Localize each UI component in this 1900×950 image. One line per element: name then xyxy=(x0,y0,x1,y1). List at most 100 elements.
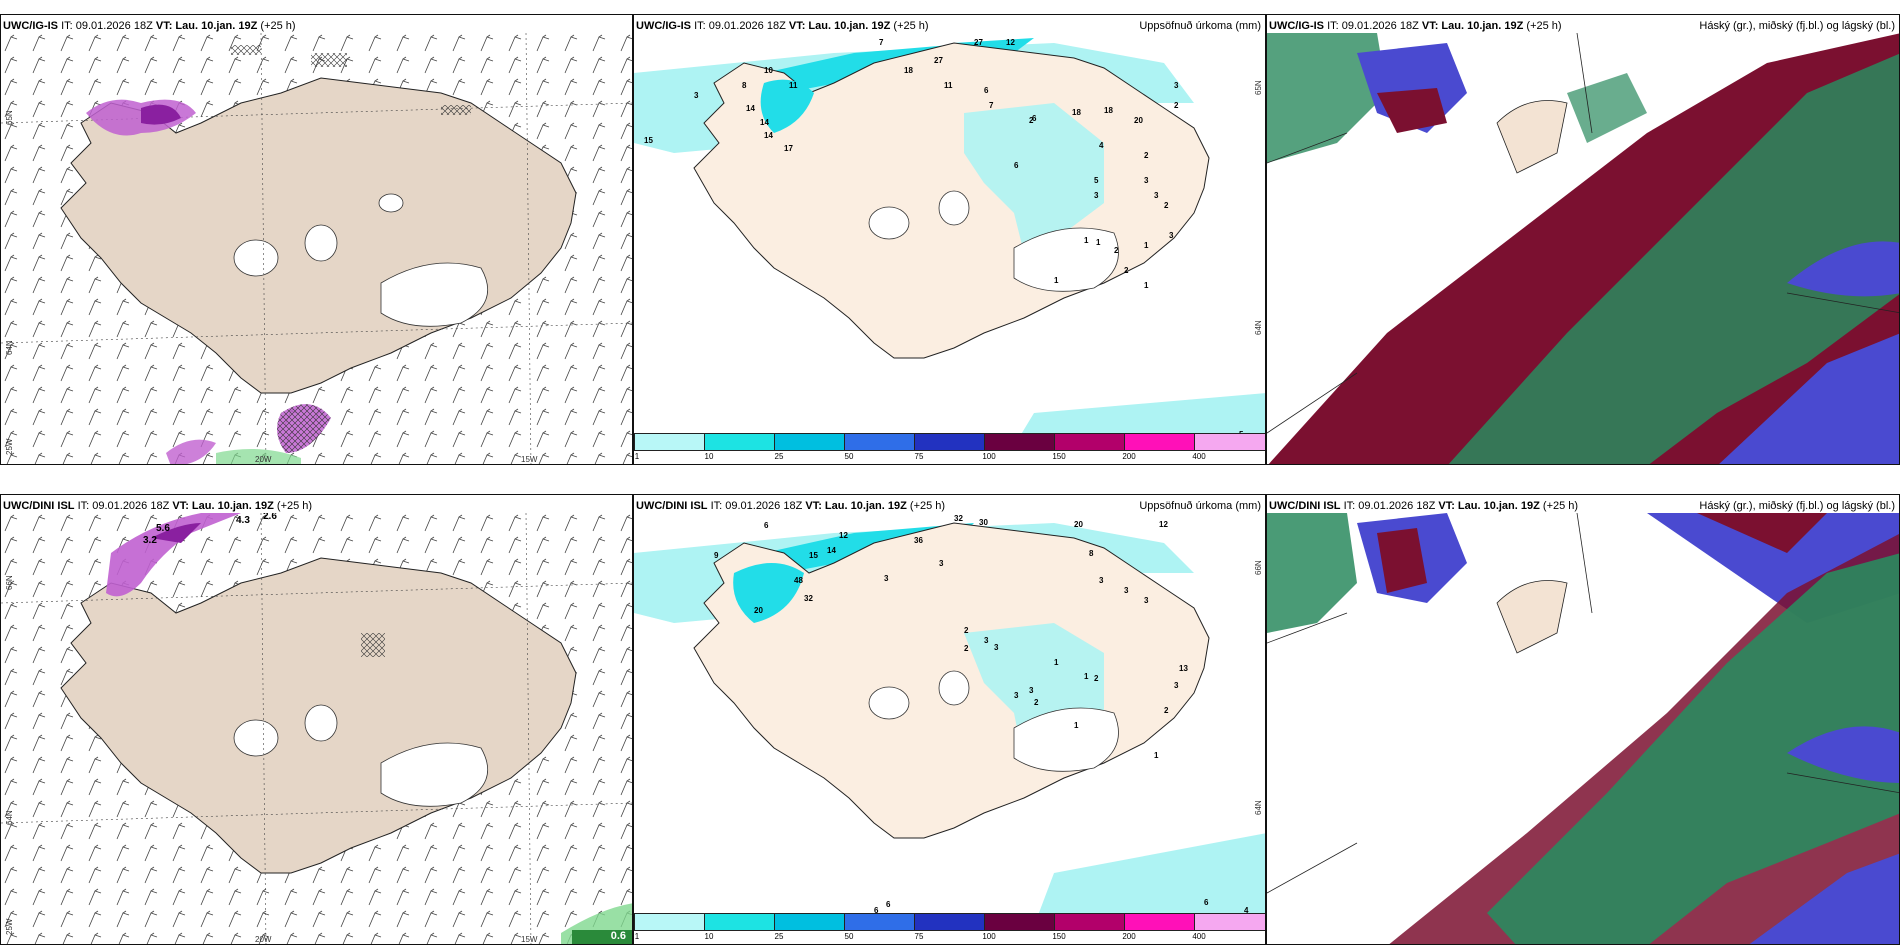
svg-text:2: 2 xyxy=(1034,698,1039,707)
precip-nw xyxy=(106,513,241,597)
svg-text:3: 3 xyxy=(1144,176,1149,185)
lon-label: 20W xyxy=(255,455,272,464)
svg-text:14: 14 xyxy=(764,131,773,140)
svg-text:14: 14 xyxy=(760,118,769,127)
svg-text:6: 6 xyxy=(874,906,879,915)
svg-text:12: 12 xyxy=(1159,520,1168,529)
svg-text:2: 2 xyxy=(1174,101,1179,110)
svg-text:7: 7 xyxy=(879,38,884,47)
colorbar: 1 10 25 50 75 100 150 200 400 xyxy=(634,913,1265,943)
svg-text:13: 13 xyxy=(1179,664,1188,673)
svg-text:6: 6 xyxy=(1032,114,1037,123)
panel-header: UWC/IG-IS IT: 09.01.2026 18Z VT: Lau. 10… xyxy=(1269,20,1562,32)
svg-text:9: 9 xyxy=(714,551,719,560)
svg-text:2.6: 2.6 xyxy=(263,513,277,522)
lon-label: 15W xyxy=(521,935,538,944)
svg-text:3: 3 xyxy=(984,636,989,645)
lat-label: 64N xyxy=(5,810,14,825)
svg-text:32: 32 xyxy=(954,514,963,523)
svg-text:3: 3 xyxy=(1169,231,1174,240)
svg-text:3: 3 xyxy=(1154,191,1159,200)
cloud-map[interactable] xyxy=(1267,513,1900,945)
lat-label: 66N xyxy=(1254,560,1263,575)
svg-text:27: 27 xyxy=(934,56,943,65)
svg-text:30: 30 xyxy=(979,518,988,527)
panel-ig-precip: UWC/IG-IS IT: 09.01.2026 18Z VT: Lau. 10… xyxy=(633,14,1266,465)
svg-text:3: 3 xyxy=(884,574,889,583)
lat-label: 25W xyxy=(5,918,14,935)
svg-text:18: 18 xyxy=(904,66,913,75)
svg-text:14: 14 xyxy=(746,104,755,113)
svg-text:3: 3 xyxy=(1029,686,1034,695)
lat-label: 64N xyxy=(1254,800,1263,815)
lat-label: 65N xyxy=(5,110,14,125)
panel-header: UWC/DINI ISL IT: 09.01.2026 18Z VT: Lau.… xyxy=(3,500,313,512)
svg-text:1: 1 xyxy=(1084,236,1089,245)
svg-text:4: 4 xyxy=(1244,906,1249,915)
panel-title-right: Háský (gr.), miðský (fj.bl.) og lágský (… xyxy=(1699,500,1895,512)
svg-text:6: 6 xyxy=(1014,161,1019,170)
cloud-map[interactable] xyxy=(1267,33,1900,465)
svg-text:1: 1 xyxy=(1144,241,1149,250)
svg-text:6: 6 xyxy=(886,900,891,909)
svg-text:3.2: 3.2 xyxy=(143,535,157,546)
svg-text:2: 2 xyxy=(1029,116,1034,125)
lat-label: 65N xyxy=(1254,80,1263,95)
svg-text:4: 4 xyxy=(1099,141,1104,150)
panel-title-right: Háský (gr.), miðský (fj.bl.) og lágský (… xyxy=(1699,20,1895,32)
svg-text:18: 18 xyxy=(1104,106,1113,115)
svg-text:1: 1 xyxy=(1096,238,1101,247)
svg-text:2: 2 xyxy=(1144,151,1149,160)
panel-dini-cloud: UWC/DINI ISL IT: 09.01.2026 18Z VT: Lau.… xyxy=(1266,494,1900,945)
svg-text:6: 6 xyxy=(764,521,769,530)
svg-text:6: 6 xyxy=(984,86,989,95)
wind-map[interactable] xyxy=(1,33,633,465)
svg-text:2: 2 xyxy=(1124,266,1129,275)
wind-map[interactable]: 3.2 5.6 4.3 2.6 xyxy=(1,513,633,945)
svg-text:17: 17 xyxy=(784,144,793,153)
svg-text:5.6: 5.6 xyxy=(156,523,170,534)
svg-text:1: 1 xyxy=(1144,281,1149,290)
colorbar-swatch xyxy=(634,433,705,451)
svg-text:3: 3 xyxy=(1174,681,1179,690)
svg-text:15: 15 xyxy=(644,136,653,145)
svg-text:2: 2 xyxy=(964,644,969,653)
svg-text:3: 3 xyxy=(1174,81,1179,90)
svg-text:27: 27 xyxy=(974,38,983,47)
svg-text:8: 8 xyxy=(742,81,747,90)
svg-text:14: 14 xyxy=(827,546,836,555)
svg-text:7: 7 xyxy=(989,101,994,110)
panel-dini-wind: UWC/DINI ISL IT: 09.01.2026 18Z VT: Lau.… xyxy=(0,494,633,945)
svg-text:3: 3 xyxy=(1124,586,1129,595)
svg-text:1: 1 xyxy=(1154,751,1159,760)
colorbar: 1 10 25 50 75 100 150 200 400 xyxy=(634,433,1265,463)
panel-header: UWC/IG-IS IT: 09.01.2026 18Z VT: Lau. 10… xyxy=(636,20,929,32)
svg-text:3: 3 xyxy=(939,559,944,568)
svg-text:12: 12 xyxy=(839,531,848,540)
panel-title-right: Uppsöfnuð úrkoma (mm) xyxy=(1139,20,1261,32)
glacier xyxy=(233,239,279,277)
svg-text:36: 36 xyxy=(914,536,923,545)
svg-text:2: 2 xyxy=(1164,706,1169,715)
svg-text:3: 3 xyxy=(1144,596,1149,605)
svg-text:4.3: 4.3 xyxy=(236,515,250,526)
lat-label: 66N xyxy=(5,575,14,590)
svg-text:2: 2 xyxy=(1114,246,1119,255)
svg-text:1: 1 xyxy=(1054,276,1059,285)
svg-text:48: 48 xyxy=(794,576,803,585)
svg-text:15: 15 xyxy=(809,551,818,560)
svg-text:3: 3 xyxy=(1099,576,1104,585)
svg-text:1: 1 xyxy=(1074,721,1079,730)
svg-text:20: 20 xyxy=(1074,520,1083,529)
panel-header: UWC/DINI ISL IT: 09.01.2026 18Z VT: Lau.… xyxy=(1269,500,1579,512)
svg-text:3: 3 xyxy=(694,91,699,100)
svg-text:10: 10 xyxy=(764,66,773,75)
svg-text:2: 2 xyxy=(1094,674,1099,683)
svg-text:1: 1 xyxy=(1054,658,1059,667)
svg-text:1: 1 xyxy=(1084,672,1089,681)
svg-text:32: 32 xyxy=(804,594,813,603)
svg-text:6: 6 xyxy=(1204,898,1209,907)
